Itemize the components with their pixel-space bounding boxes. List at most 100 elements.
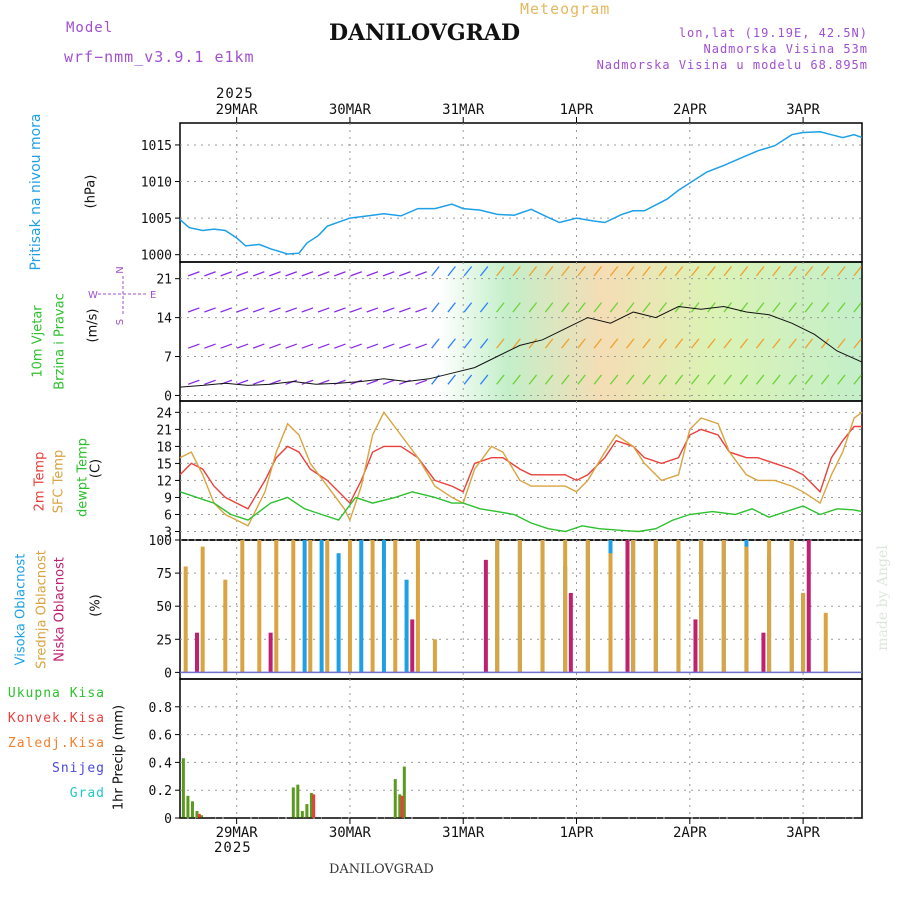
wind-barb <box>301 379 314 385</box>
wind-ytick-label: 7 <box>164 351 172 366</box>
precip-ytick-label: 0 <box>164 812 172 827</box>
wind-barb <box>528 374 538 385</box>
wind-barb <box>772 338 781 349</box>
cloud-bar-1 <box>240 540 245 673</box>
wind-barb <box>479 374 489 385</box>
bottom-date-label: 31MAR <box>442 825 485 841</box>
wind-barb <box>577 374 586 385</box>
wind-barb <box>658 338 667 349</box>
cloud-bar-2 <box>625 540 630 673</box>
wind-barb <box>317 307 330 313</box>
precip-ytick-label: 0.2 <box>149 784 172 799</box>
wind-barb <box>804 338 814 349</box>
wind-barb <box>788 374 797 385</box>
wind-barb <box>528 302 538 313</box>
temperature-ytick-label: 18 <box>156 440 172 455</box>
cloud-bar-1 <box>200 546 205 673</box>
wind-barb <box>528 338 538 349</box>
wind-barb <box>837 338 846 349</box>
cloud-bar-1 <box>291 540 296 673</box>
wind-barb <box>674 266 684 277</box>
clouds-ytick-label: 100 <box>149 534 172 549</box>
wind-barb <box>690 302 700 313</box>
wind-barb <box>837 266 846 277</box>
wind-barb <box>204 307 216 313</box>
cloud-bar-0 <box>336 553 341 673</box>
precip-bar-0 <box>186 795 190 818</box>
cloud-bar-1 <box>308 540 313 673</box>
wind-barb <box>220 271 233 277</box>
wind-barb <box>674 302 684 313</box>
cloud-bar-2 <box>410 619 415 673</box>
wind-barb <box>788 302 797 313</box>
station-title: DANILOVGRAD <box>329 20 521 46</box>
temperature-frame <box>179 400 863 541</box>
wind-barb <box>707 374 716 385</box>
wind-barb <box>804 374 814 385</box>
wind-barb <box>626 374 635 385</box>
wind-barb <box>366 271 379 277</box>
temperature-ytick-label: 3 <box>164 525 172 540</box>
wind-barb <box>317 271 330 277</box>
model-label: Model <box>66 20 114 36</box>
cloud-bar-1 <box>540 540 545 673</box>
wind-barb <box>496 374 505 385</box>
cloud-bar-2 <box>693 619 698 673</box>
wind-barb <box>512 302 521 313</box>
wind-barb <box>626 338 635 349</box>
wind-barb <box>204 271 216 277</box>
wind-barb <box>350 271 362 277</box>
cloud-bar-1 <box>823 612 828 673</box>
wind-barb <box>398 271 411 277</box>
wind-barb <box>187 379 200 385</box>
wind-barb <box>447 302 456 313</box>
cloud-bar-1 <box>676 540 681 673</box>
precip-bar-0 <box>296 784 300 818</box>
wind-barb <box>269 379 281 385</box>
wind-barb <box>739 374 749 385</box>
bottom-year-label: 2025 <box>214 840 252 856</box>
wind-barb <box>609 338 619 349</box>
wind-barb <box>285 271 298 277</box>
pressure-ytick-label: 1015 <box>141 139 172 154</box>
precip-bar-0 <box>200 815 204 818</box>
wind-barb <box>415 271 427 277</box>
precip-bar-1 <box>197 813 201 818</box>
wind-barb <box>755 374 765 385</box>
wind-barb <box>252 343 265 349</box>
wind-barb <box>593 338 603 349</box>
wind-barb <box>236 379 249 385</box>
precip-bar-0 <box>300 811 304 818</box>
cloud-bar-1 <box>495 540 500 673</box>
wind-barb <box>674 374 684 385</box>
clouds-ytick-label: 50 <box>156 600 172 615</box>
wind-barb <box>512 266 521 277</box>
cloud-bar-1 <box>699 540 704 673</box>
wind-barb <box>853 338 862 349</box>
coords-label: lon,lat (19.19E, 42.5N) <box>678 26 868 40</box>
temperature-ytick-label: 21 <box>156 423 172 438</box>
legend-freezing-rain: Zaledj.Kisa <box>7 736 105 751</box>
wind-barb <box>690 374 700 385</box>
bottom-date-label: 2APR <box>673 825 707 841</box>
wind-barb <box>236 271 249 277</box>
wind-ytick-label: 14 <box>156 312 172 327</box>
cloud-bar-0 <box>359 540 364 673</box>
compass-n: N <box>115 266 126 273</box>
wind-barb <box>496 266 505 277</box>
wind-barb <box>658 302 667 313</box>
footer-station: DANILOVGRAD <box>329 862 434 877</box>
wind-barb <box>593 302 603 313</box>
wind-barb <box>447 374 456 385</box>
cloud-bar-2 <box>194 632 199 673</box>
wind-barb <box>220 343 233 349</box>
meteogram-label: Meteogram <box>520 0 611 18</box>
top-date-label: 30MAR <box>329 102 372 118</box>
wind-barb <box>577 338 586 349</box>
temperature-ytick-label: 24 <box>156 406 172 421</box>
cloud-bar-0 <box>302 540 307 673</box>
cloud-bar-0 <box>319 540 324 673</box>
wind-barb <box>463 302 473 313</box>
cloud-bar-1 <box>370 540 375 673</box>
pressure-line <box>179 131 863 255</box>
